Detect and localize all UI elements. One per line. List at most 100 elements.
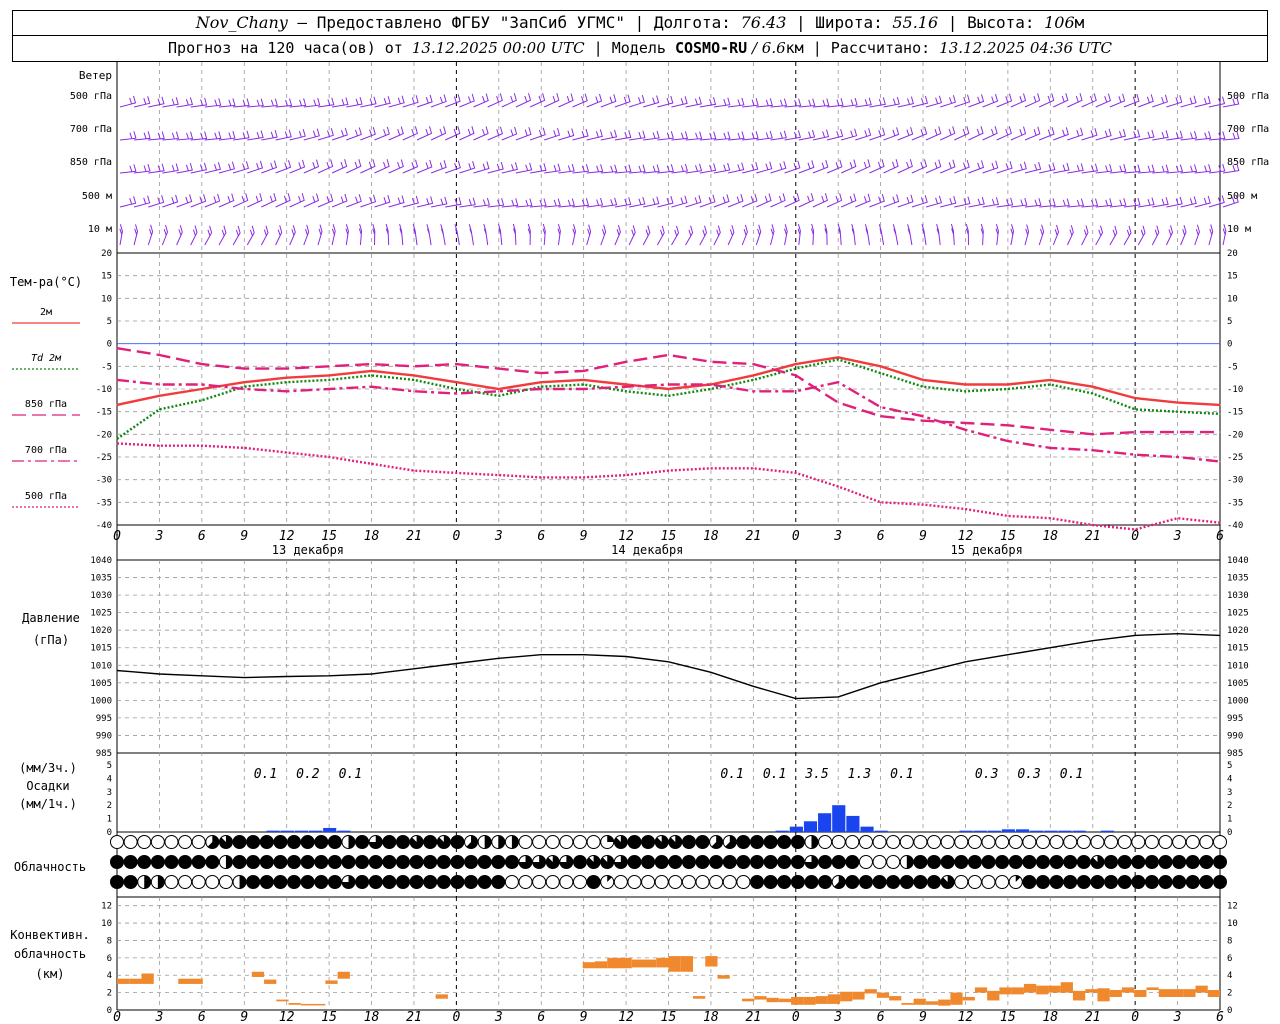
temp-point: [1007, 388, 1009, 390]
cloud-fill: [328, 875, 342, 889]
precip-tick-left: 2: [107, 801, 112, 811]
wind-barb: [190, 97, 208, 108]
temp-point: [837, 358, 839, 361]
conv-tick-left: 10: [101, 919, 112, 929]
conv-cloud-bar: [742, 998, 755, 1002]
wind-barb: [1165, 225, 1174, 246]
temp-point: [752, 363, 754, 365]
wind-barb: [445, 197, 462, 208]
wind-barb: [289, 98, 307, 108]
wind-barb: [402, 195, 419, 208]
temp-point: [1049, 517, 1051, 519]
wind-barb: [925, 126, 942, 141]
cloud-fill: [355, 835, 369, 849]
conv-cloud-bar: [1023, 983, 1037, 993]
wind-barb: [119, 95, 137, 108]
wind-barb: [996, 197, 1014, 208]
precip-3h-sum: 0.1: [890, 767, 913, 782]
wind-barb: [940, 195, 957, 208]
cloud-fill: [954, 855, 968, 869]
wind-barb: [289, 129, 306, 141]
precip-bar: [1044, 830, 1058, 832]
cloud-fill: [736, 855, 750, 869]
temp-point: [1219, 404, 1221, 406]
cloud-fill: [437, 875, 451, 889]
cloud-fill: [532, 855, 546, 869]
temp-tick-left: 15: [101, 272, 112, 282]
day-label: 13 декабря: [272, 543, 344, 557]
wind-barb: [134, 163, 151, 174]
wind-barb: [1081, 163, 1099, 174]
wind-barb: [883, 194, 900, 208]
wind-barb: [883, 127, 900, 141]
wind-barb: [1095, 128, 1112, 141]
wind-barb: [892, 224, 899, 246]
precip-bar: [1001, 829, 1016, 832]
wind-barb: [459, 160, 476, 174]
wind-barb: [346, 96, 363, 108]
cloud-symbol: [695, 875, 710, 889]
temp-point: [795, 368, 797, 370]
wind-barb: [331, 127, 348, 141]
hour-label: 0: [792, 529, 800, 544]
cloud-symbol: [178, 875, 193, 889]
wind-barb: [643, 130, 660, 141]
cloud-symbol: [668, 875, 683, 889]
wind-barb: [289, 159, 306, 174]
latitude-label: Широта:: [815, 13, 893, 32]
conv-cloud-bar: [337, 971, 350, 979]
wind-barb: [147, 224, 154, 246]
wind-barb: [824, 223, 828, 246]
wind-barb: [656, 225, 665, 246]
temp-point: [370, 370, 373, 372]
cloud-fill: [711, 835, 723, 849]
precip-3h-sum: 0.2: [296, 767, 320, 782]
wind-barb: [176, 162, 193, 174]
temp-point: [837, 356, 839, 358]
temp-point: [1049, 383, 1051, 386]
pressure-tick-left: 985: [96, 749, 112, 759]
wind-barb: [119, 131, 137, 141]
temp-point: [201, 399, 203, 401]
wind-barb: [1109, 225, 1118, 246]
wind-barb: [289, 225, 296, 246]
wind-barb: [1194, 131, 1212, 141]
cloud-fill: [382, 875, 396, 889]
precip-bar: [789, 826, 803, 832]
temp-point: [1134, 431, 1136, 433]
wind-barb: [190, 194, 207, 208]
hour-label-bottom: 0: [792, 1010, 800, 1024]
temp-point: [880, 372, 882, 374]
wind-barb: [1138, 94, 1154, 108]
cloud-fill: [137, 855, 151, 869]
cloud-fill: [1104, 875, 1118, 889]
hour-label: 3: [155, 529, 164, 544]
wind-barb: [980, 223, 984, 246]
hour-label-bottom: 21: [746, 1010, 762, 1024]
wind-barb: [657, 164, 674, 174]
hour-label: 18: [364, 529, 380, 544]
wind-barb: [954, 159, 970, 174]
wind-barb: [459, 126, 475, 141]
cloud-fill: [233, 855, 247, 869]
wind-barb: [925, 195, 943, 208]
wind-barb: [133, 195, 151, 208]
hour-label-bottom: 21: [406, 1010, 422, 1024]
wind-barb: [162, 97, 179, 108]
wind-barb: [162, 163, 179, 174]
temp-point: [583, 383, 585, 386]
conv-cloud-bar: [852, 991, 865, 1000]
wind-barb: [982, 126, 998, 141]
cloud-fill: [301, 835, 315, 849]
wind-barb: [275, 98, 293, 108]
conv-cloud-bar: [656, 957, 669, 968]
wind-barb: [1010, 93, 1027, 108]
wind-barb: [685, 195, 702, 208]
temp-point: [286, 390, 288, 392]
precip-bar: [803, 821, 818, 832]
wind-level-label-right: 500 гПа: [1227, 91, 1269, 102]
wind-barb: [770, 98, 788, 108]
wind-barb: [1038, 93, 1055, 108]
wind-barb: [374, 126, 390, 141]
legend-label: Td 2м: [31, 353, 62, 364]
